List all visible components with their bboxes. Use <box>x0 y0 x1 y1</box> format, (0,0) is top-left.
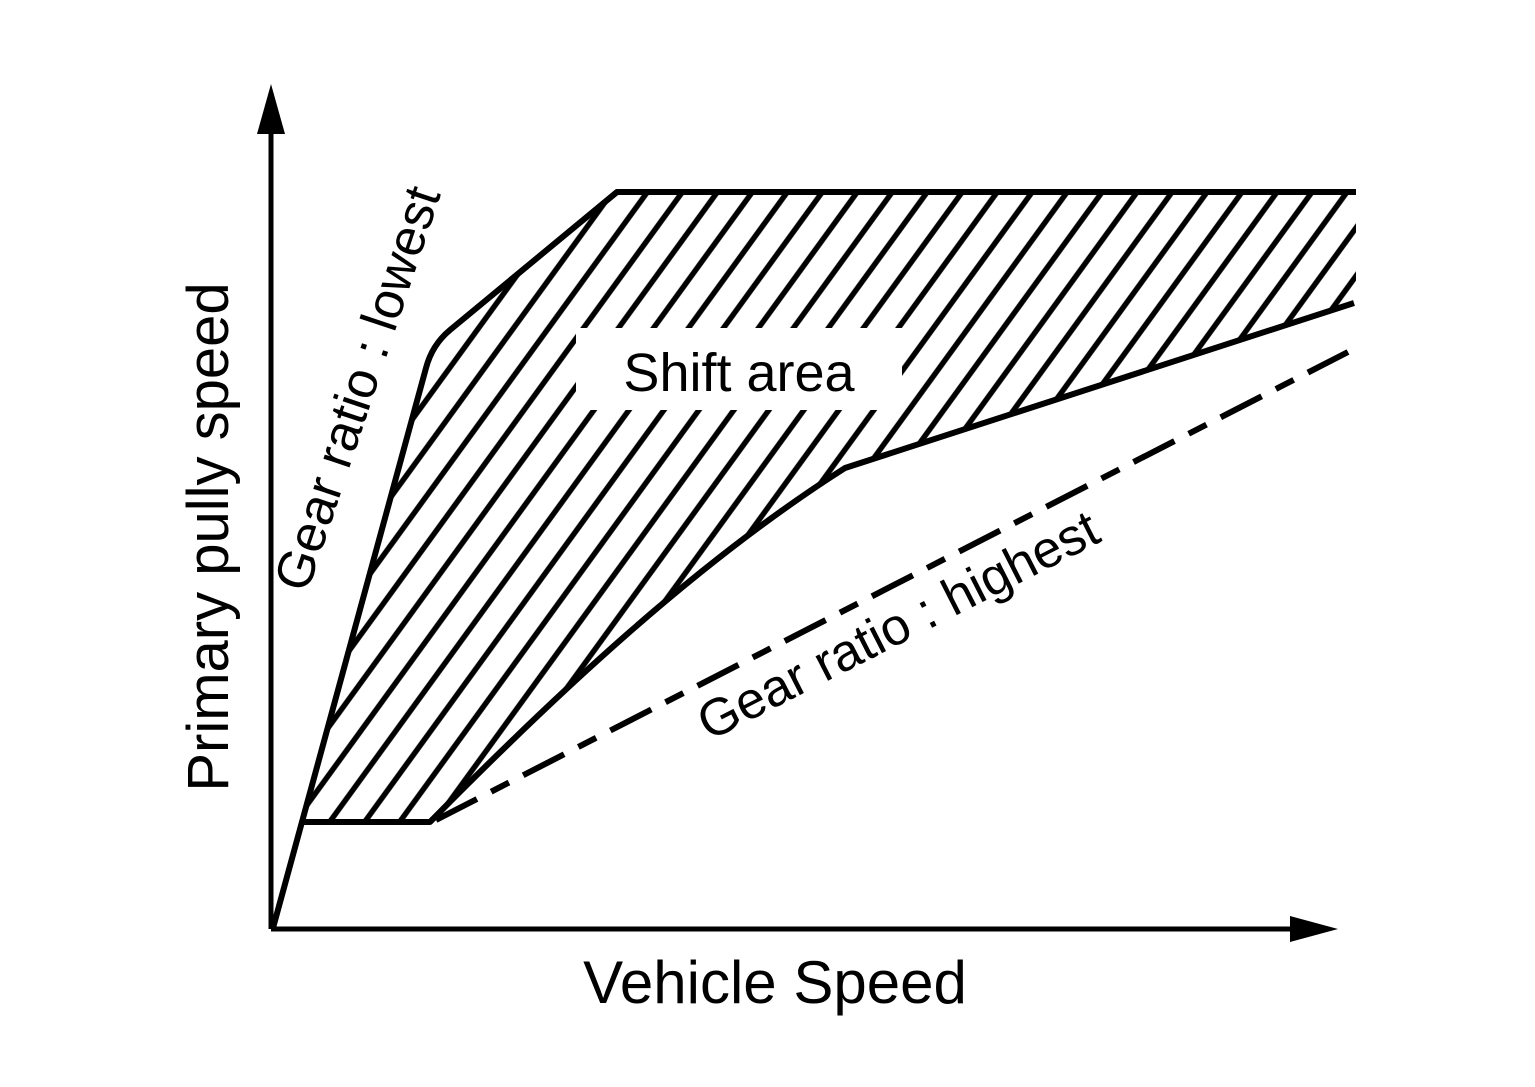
gear-ratio-lowest-line <box>270 189 1356 929</box>
gear-ratio-highest-line <box>434 349 1350 823</box>
y-axis-arrowhead-icon <box>257 84 285 134</box>
shift-area-lower-boundary <box>302 300 1355 825</box>
shift-area-label-background <box>576 328 902 410</box>
shift-area-region <box>302 192 1356 822</box>
x-axis-arrowhead-icon <box>1290 916 1338 942</box>
y-axis-title: Primary pully speed <box>176 282 241 791</box>
shift-area-label: Shift area <box>623 343 855 403</box>
gear-ratio-highest-label: Gear ratio : highest <box>688 499 1109 752</box>
x-axis-title: Vehicle Speed <box>583 949 967 1016</box>
